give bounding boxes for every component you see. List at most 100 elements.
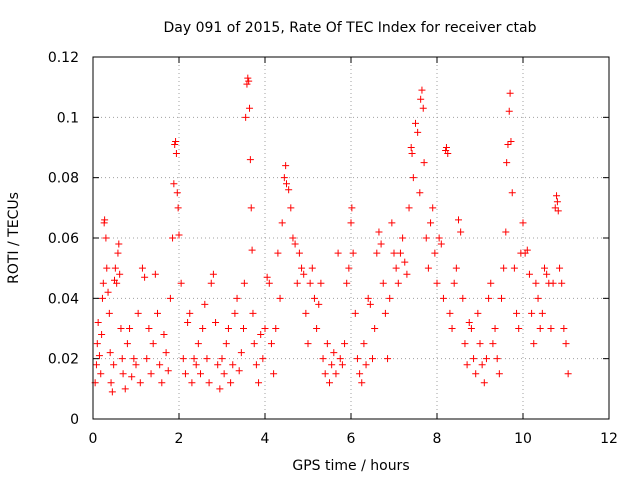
data-point <box>459 294 467 302</box>
data-point <box>553 198 561 206</box>
data-point <box>505 107 513 115</box>
data-point <box>437 240 445 248</box>
data-point <box>487 279 495 287</box>
data-point <box>267 340 275 348</box>
data-point <box>278 219 286 227</box>
data-point <box>118 355 126 363</box>
data-point <box>272 325 280 332</box>
data-point <box>136 379 144 387</box>
data-point <box>126 325 134 332</box>
data-point <box>306 279 314 287</box>
data-point <box>116 270 124 278</box>
data-point <box>384 355 392 363</box>
data-point <box>330 349 338 357</box>
data-point <box>500 264 508 272</box>
data-point <box>240 325 247 332</box>
data-point <box>347 219 355 227</box>
data-point <box>192 361 200 369</box>
data-point <box>216 385 224 393</box>
data-point <box>351 309 359 317</box>
data-point <box>405 204 413 212</box>
data-point <box>151 270 159 278</box>
data-point <box>291 240 299 248</box>
data-point <box>114 249 122 257</box>
data-point <box>143 355 151 363</box>
data-point <box>409 174 417 182</box>
data-point <box>513 309 521 317</box>
data-point <box>243 80 251 88</box>
x-tick-label: 12 <box>600 431 618 447</box>
data-point <box>190 355 198 363</box>
data-point <box>442 144 450 151</box>
y-tick-label: 0.04 <box>48 291 79 307</box>
data-point <box>106 349 114 357</box>
data-point <box>388 219 396 227</box>
data-point <box>510 264 518 272</box>
data-point <box>105 309 113 317</box>
data-point <box>489 340 497 348</box>
data-point <box>348 204 356 212</box>
y-tick-label: 0 <box>70 412 79 428</box>
data-point <box>235 367 243 375</box>
data-point <box>282 162 290 170</box>
data-point <box>418 86 426 94</box>
data-point <box>343 279 351 287</box>
data-point <box>476 340 484 348</box>
x-tick-label: 8 <box>433 431 442 447</box>
data-point <box>407 144 415 151</box>
data-point <box>295 249 303 257</box>
data-point <box>534 294 542 302</box>
data-point <box>547 325 555 332</box>
data-point <box>300 270 308 278</box>
data-point <box>381 309 389 317</box>
data-point <box>201 300 209 308</box>
data-point <box>145 325 153 332</box>
data-point <box>379 279 387 287</box>
data-point <box>154 309 161 317</box>
data-point <box>502 228 510 236</box>
x-tick-label: 2 <box>175 431 184 447</box>
data-point <box>119 370 127 378</box>
y-tick-label: 0.02 <box>48 352 79 368</box>
data-point <box>203 355 211 363</box>
data-point <box>358 379 366 387</box>
y-tick-label: 0.08 <box>48 171 79 187</box>
data-point <box>319 355 327 363</box>
data-point <box>463 361 471 369</box>
data-point <box>416 189 424 197</box>
data-point <box>298 264 306 272</box>
data-point <box>186 309 194 317</box>
data-point <box>231 309 239 317</box>
x-tick-label: 6 <box>347 431 356 447</box>
data-point <box>556 264 564 272</box>
data-point <box>227 379 235 387</box>
data-point <box>111 264 119 272</box>
data-point <box>530 340 538 348</box>
data-point <box>310 294 318 302</box>
data-point <box>515 325 523 332</box>
data-point <box>349 249 357 257</box>
data-point <box>470 355 478 363</box>
data-point <box>506 89 514 97</box>
data-point <box>366 300 374 308</box>
data-point <box>108 388 116 396</box>
x-tick-label: 4 <box>261 431 270 447</box>
x-axis-label: GPS time / hours <box>292 458 409 474</box>
chart-title: Day 091 of 2015, Rate Of TEC Index for r… <box>163 20 536 36</box>
data-point <box>485 294 493 302</box>
data-point <box>95 352 103 360</box>
data-point <box>141 273 149 281</box>
data-point <box>332 370 340 378</box>
data-point <box>265 279 273 287</box>
data-point <box>457 228 465 236</box>
data-point <box>369 355 376 363</box>
data-point <box>371 325 379 332</box>
data-point <box>209 270 217 278</box>
data-point <box>289 234 297 242</box>
data-point <box>313 325 321 332</box>
data-point <box>399 234 407 242</box>
data-point <box>408 150 416 158</box>
data-point <box>220 370 228 378</box>
data-point <box>562 340 570 348</box>
data-point <box>558 279 566 287</box>
